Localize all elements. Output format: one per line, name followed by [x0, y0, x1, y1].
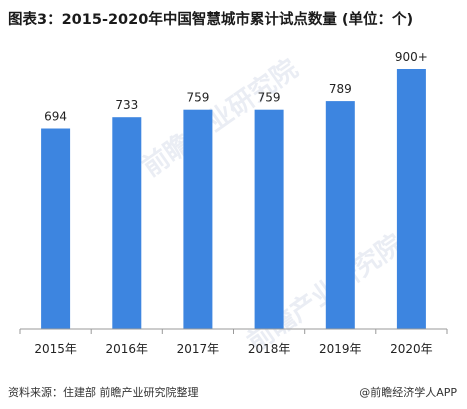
bar-value-label: 733 — [115, 98, 138, 112]
x-tick-label: 2019年 — [319, 342, 362, 356]
bar-value-label: 789 — [329, 82, 352, 96]
x-tick-label: 2016年 — [106, 342, 149, 356]
brand-credit: @前瞻经济学人APP — [359, 386, 457, 399]
chart-title: 图表3：2015-2020年中国智慧城市累计试点数量 (单位：个) — [8, 12, 414, 28]
bar-2019年 — [325, 101, 355, 329]
bar-2016年 — [112, 117, 142, 329]
bars-group: 694 733 759 759 789 900+ — [41, 50, 428, 329]
bar-value-label: 900+ — [395, 50, 428, 64]
x-tick-label: 2017年 — [177, 342, 220, 356]
x-ticks-group: 2015年 2016年 2017年 2018年 2019年 2020年 — [19, 329, 448, 356]
bar-2017年 — [183, 109, 213, 329]
bar-2018年 — [254, 109, 284, 329]
bar-value-label: 694 — [44, 110, 67, 124]
x-tick-label: 2018年 — [248, 342, 291, 356]
bar-2015年 — [41, 128, 71, 329]
bar-value-label: 759 — [186, 91, 209, 105]
x-tick-label: 2020年 — [390, 342, 433, 356]
source-note: 资料来源：住建部 前瞻产业研究院整理 — [8, 386, 199, 399]
bar-2020年 — [396, 69, 426, 329]
x-tick-label: 2015年 — [34, 342, 77, 356]
bar-value-label: 759 — [258, 91, 281, 105]
